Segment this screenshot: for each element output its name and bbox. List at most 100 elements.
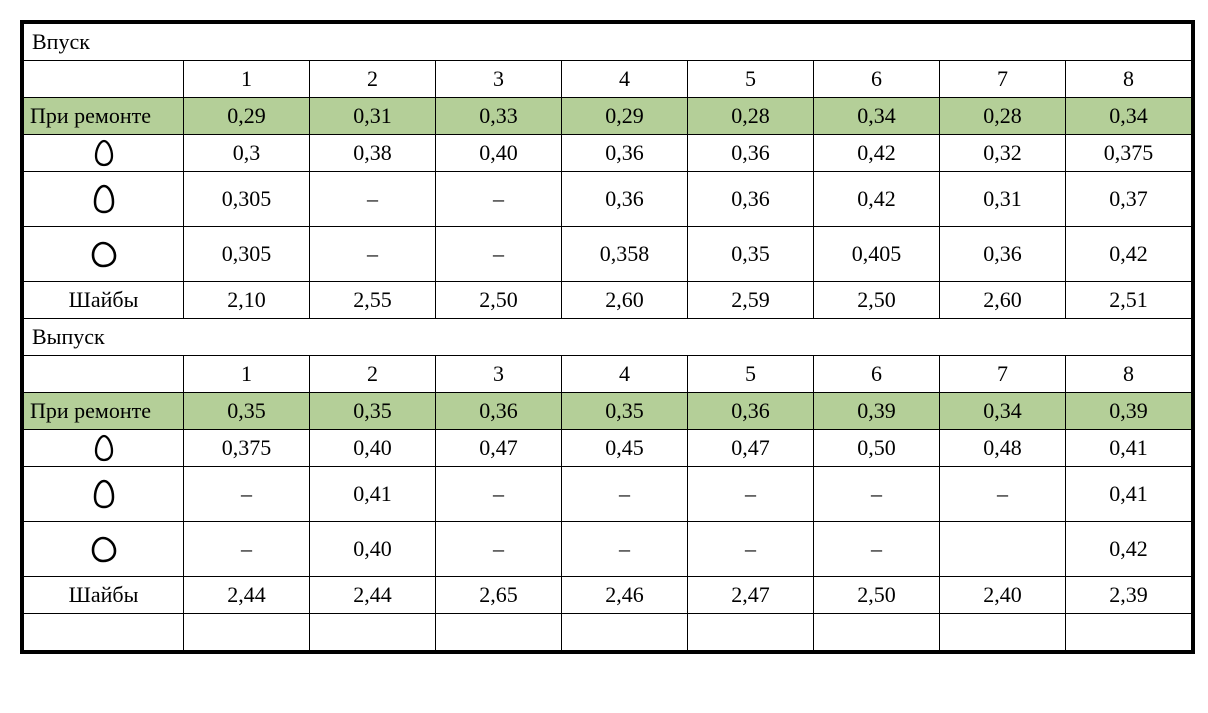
cell: – (562, 467, 688, 522)
cell: 0,47 (436, 430, 562, 467)
cell: 0,35 (562, 393, 688, 430)
header-5: 5 (688, 61, 814, 98)
cell: 0,37 (1066, 172, 1192, 227)
cell (1066, 614, 1192, 651)
header-3: 3 (436, 61, 562, 98)
cell: 0,29 (562, 98, 688, 135)
cell: 0,45 (562, 430, 688, 467)
cell: 0,358 (562, 227, 688, 282)
header-6: 6 (814, 61, 940, 98)
egg-icon-cell (24, 522, 184, 577)
cell: – (436, 467, 562, 522)
cell: 0,375 (184, 430, 310, 467)
cell: 2,59 (688, 282, 814, 319)
table-row: – 0,40 – – – – 0,42 (24, 522, 1192, 577)
header-5: 5 (688, 356, 814, 393)
row-label: При ремонте (24, 98, 184, 135)
egg-small-icon (93, 434, 115, 462)
cell: – (184, 522, 310, 577)
cell: 2,40 (940, 577, 1066, 614)
table-row: 0,305 – – 0,358 0,35 0,405 0,36 0,42 (24, 227, 1192, 282)
cell: – (940, 467, 1066, 522)
cell (688, 614, 814, 651)
cell: 0,40 (436, 135, 562, 172)
table-row: 0,305 – – 0,36 0,36 0,42 0,31 0,37 (24, 172, 1192, 227)
section-header-row: Впуск (24, 24, 1192, 61)
table-row: Шайбы 2,44 2,44 2,65 2,46 2,47 2,50 2,40… (24, 577, 1192, 614)
egg-icon-cell (24, 430, 184, 467)
cell: 0,42 (814, 135, 940, 172)
cell (814, 614, 940, 651)
cell: 0,39 (1066, 393, 1192, 430)
cell (310, 614, 436, 651)
egg-icon-cell (24, 227, 184, 282)
cell: 0,405 (814, 227, 940, 282)
table-row: При ремонте 0,29 0,31 0,33 0,29 0,28 0,3… (24, 98, 1192, 135)
cell: 2,47 (688, 577, 814, 614)
egg-medium-icon (91, 183, 117, 215)
cell: 0,36 (562, 172, 688, 227)
cell: 2,50 (814, 282, 940, 319)
cell: 0,40 (310, 522, 436, 577)
column-header-row: 1 2 3 4 5 6 7 8 (24, 356, 1192, 393)
cell: – (814, 522, 940, 577)
valve-clearance-table: Впуск 1 2 3 4 5 6 7 8 При ремонте 0,29 0… (23, 23, 1192, 651)
cell (436, 614, 562, 651)
cell (562, 614, 688, 651)
cell: 0,35 (688, 227, 814, 282)
cell: 0,35 (184, 393, 310, 430)
table-row (24, 614, 1192, 651)
cell: 2,60 (940, 282, 1066, 319)
table-row: – 0,41 – – – – – 0,41 (24, 467, 1192, 522)
cell: – (688, 522, 814, 577)
cell: 2,55 (310, 282, 436, 319)
cell: 0,31 (310, 98, 436, 135)
cell: 0,48 (940, 430, 1066, 467)
header-8: 8 (1066, 61, 1192, 98)
cell: 0,33 (436, 98, 562, 135)
cell: – (814, 467, 940, 522)
cell: 2,50 (436, 282, 562, 319)
cell: 0,41 (1066, 467, 1192, 522)
cell: 2,39 (1066, 577, 1192, 614)
cell: 0,42 (1066, 522, 1192, 577)
table-row: При ремонте 0,35 0,35 0,36 0,35 0,36 0,3… (24, 393, 1192, 430)
header-2: 2 (310, 356, 436, 393)
cell: 0,41 (1066, 430, 1192, 467)
header-4: 4 (562, 61, 688, 98)
table-row: 0,375 0,40 0,47 0,45 0,47 0,50 0,48 0,41 (24, 430, 1192, 467)
row-label: Шайбы (24, 282, 184, 319)
cell: 0,35 (310, 393, 436, 430)
cell: 0,36 (688, 172, 814, 227)
section-title: Выпуск (24, 319, 1192, 356)
header-2: 2 (310, 61, 436, 98)
cell: 0,50 (814, 430, 940, 467)
cell: 0,47 (688, 430, 814, 467)
cell (184, 614, 310, 651)
cell: 0,34 (940, 393, 1066, 430)
cell: – (310, 172, 436, 227)
cell: 0,36 (688, 135, 814, 172)
cell: 0,375 (1066, 135, 1192, 172)
header-3: 3 (436, 356, 562, 393)
cell: 0,305 (184, 172, 310, 227)
cell: 0,34 (814, 98, 940, 135)
row-label (24, 614, 184, 651)
cell: 2,44 (310, 577, 436, 614)
cell: 0,36 (436, 393, 562, 430)
cell: – (436, 172, 562, 227)
cell: 0,29 (184, 98, 310, 135)
cell: 0,38 (310, 135, 436, 172)
cell: 2,46 (562, 577, 688, 614)
header-1: 1 (184, 61, 310, 98)
egg-large-icon (89, 534, 119, 564)
header-6: 6 (814, 356, 940, 393)
cell: 2,51 (1066, 282, 1192, 319)
table-row: Шайбы 2,10 2,55 2,50 2,60 2,59 2,50 2,60… (24, 282, 1192, 319)
cell: 2,60 (562, 282, 688, 319)
cell: – (562, 522, 688, 577)
section-title: Впуск (24, 24, 1192, 61)
cell: 0,32 (940, 135, 1066, 172)
header-blank (24, 61, 184, 98)
egg-medium-icon (91, 478, 117, 510)
